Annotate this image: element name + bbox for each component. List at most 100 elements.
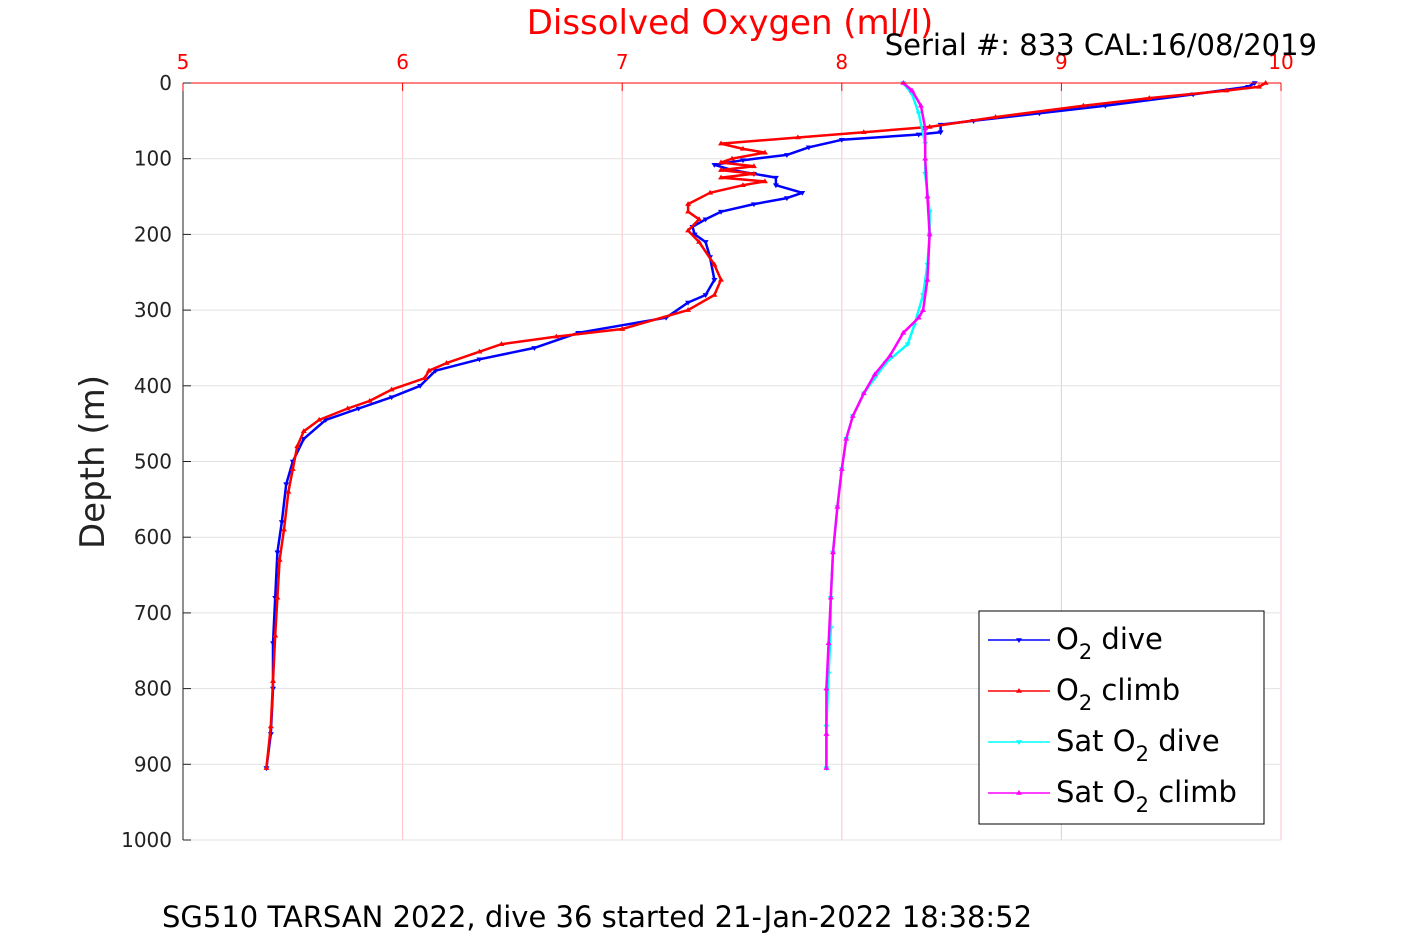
data-point (900, 329, 907, 335)
y-tick-label: 700 (134, 601, 172, 625)
x-tick-label: 7 (616, 50, 629, 74)
data-point (926, 231, 933, 237)
data-point (799, 190, 806, 196)
data-point (823, 685, 830, 691)
data-point (926, 123, 933, 129)
data-point (772, 183, 779, 189)
series-o2-dive (263, 81, 1258, 772)
data-point (685, 307, 692, 312)
data-point (718, 209, 725, 215)
series-line (265, 81, 1267, 769)
data-point (281, 526, 288, 532)
data-point (443, 360, 450, 365)
data-point (421, 375, 428, 381)
data-point (739, 145, 746, 151)
x-tick-label: 5 (177, 50, 190, 74)
series-line (825, 82, 931, 769)
data-point (739, 158, 746, 164)
data-point (783, 196, 790, 202)
y-tick-label: 300 (134, 298, 172, 322)
data-point (761, 149, 768, 155)
legend-label: O2 dive (1056, 622, 1163, 664)
data-point (278, 520, 285, 526)
data-point (322, 418, 329, 423)
data-point (783, 153, 790, 158)
data-point (388, 386, 395, 392)
data-point (1080, 102, 1087, 108)
data-point (860, 390, 867, 396)
data-point (937, 130, 944, 136)
data-point (834, 503, 841, 509)
data-point (922, 125, 929, 131)
y-tick-label: 1000 (121, 828, 172, 852)
series-layer (263, 80, 1269, 772)
data-point (750, 170, 757, 176)
data-point (1256, 83, 1263, 89)
data-point (750, 163, 757, 169)
legend-item: Sat O2 climb (988, 775, 1237, 817)
legend-swatch-marker (1016, 790, 1022, 795)
x-tick-label: 6 (396, 50, 409, 74)
data-point (838, 466, 845, 471)
data-point (619, 326, 626, 331)
data-point (825, 640, 832, 645)
data-point (498, 341, 505, 346)
data-point (1262, 80, 1269, 85)
data-point (274, 550, 281, 556)
y-axis-label: Depth (m) (73, 375, 113, 549)
series-o2-climb (263, 80, 1269, 770)
y-tick-label: 600 (134, 525, 172, 549)
data-point (425, 367, 432, 373)
data-point (718, 140, 725, 146)
legend-item: Sat O2 dive (988, 724, 1220, 766)
data-point (904, 342, 911, 348)
data-point (827, 594, 834, 600)
data-point (285, 488, 292, 494)
data-point (707, 189, 714, 195)
data-point (920, 307, 927, 312)
data-point (366, 397, 373, 403)
data-point (838, 137, 845, 143)
data-point (289, 466, 296, 471)
data-point (685, 201, 692, 206)
data-point (274, 594, 281, 600)
data-point (276, 556, 283, 562)
x-tick-label: 8 (835, 50, 848, 74)
data-point (915, 111, 922, 117)
data-point (1251, 81, 1258, 86)
y-tick-label: 500 (134, 450, 172, 474)
legend-swatch-marker (1016, 638, 1022, 643)
data-point (718, 167, 725, 172)
data-point (1102, 103, 1109, 109)
data-point (772, 175, 779, 181)
data-point (531, 346, 538, 351)
legend-label: O2 climb (1056, 673, 1180, 715)
data-point (685, 208, 692, 214)
data-point (696, 216, 703, 222)
data-point (805, 145, 812, 151)
y-tick-label: 900 (134, 752, 172, 776)
data-point (992, 114, 999, 119)
data-point (718, 159, 725, 165)
legend-label: Sat O2 climb (1056, 775, 1237, 817)
data-point (917, 102, 924, 108)
data-point (729, 155, 735, 161)
data-point (750, 202, 757, 208)
data-point (702, 293, 709, 298)
x-tick-label: 10 (1268, 50, 1293, 74)
y-tick-label: 400 (134, 374, 172, 398)
data-point (267, 723, 274, 729)
legend-item: O2 dive (988, 622, 1163, 664)
data-point (476, 357, 483, 363)
data-point (696, 238, 703, 244)
data-point (924, 276, 931, 282)
x-tick-label: 9 (1055, 50, 1068, 74)
data-point (900, 80, 907, 85)
y-tick-label: 200 (134, 222, 172, 246)
y-tick-label: 0 (159, 71, 172, 95)
data-point (300, 436, 307, 442)
data-point (711, 261, 718, 267)
data-point (702, 217, 709, 223)
data-point (924, 193, 931, 199)
